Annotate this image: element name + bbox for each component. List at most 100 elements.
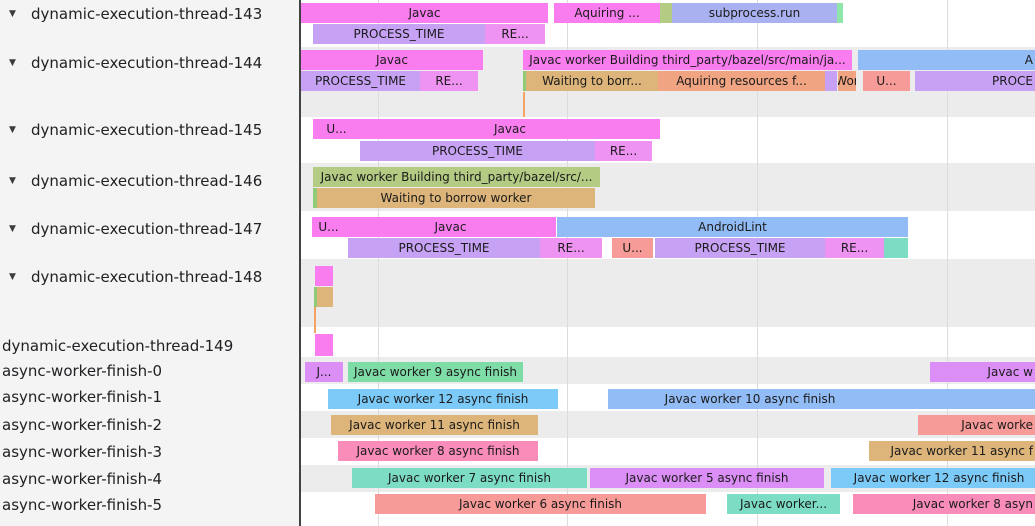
timeline-slice[interactable]: Wor	[838, 71, 856, 91]
timeline-slice[interactable]: PROCE	[915, 71, 1035, 91]
timeline-slice[interactable]: Javac worker 12 async finish	[831, 468, 1035, 488]
timeline-slice[interactable]: PROCESS_TIME	[313, 24, 485, 44]
timeline-slice[interactable]: Javac worker 11 async finish	[331, 415, 538, 435]
timeline-slice[interactable]	[314, 287, 317, 307]
timeline-slice[interactable]: subprocess.run	[672, 3, 837, 23]
slice-label: Javac worker 11 async finish	[349, 418, 520, 432]
timeline-slice[interactable]: Javac worker...	[727, 494, 840, 514]
timeline-slice[interactable]: PROCESS_TIME	[360, 141, 595, 161]
timeline-slice[interactable]: Javac worker 8 async finish	[338, 441, 538, 461]
timeline-slice[interactable]: U...	[313, 119, 360, 139]
collapse-arrow-icon[interactable]: ▼	[9, 9, 16, 19]
timeline-slice[interactable]: PROCESS_TIME	[348, 238, 540, 258]
collapse-arrow-icon[interactable]: ▼	[9, 272, 16, 282]
track-label: dynamic-execution-thread-145	[31, 121, 263, 139]
timeline-slice[interactable]	[317, 287, 333, 307]
timeline-slice[interactable]: U...	[863, 71, 910, 91]
sidebar-track-row[interactable]: async-worker-finish-0	[0, 361, 299, 381]
timeline-slice[interactable]: RE...	[485, 24, 545, 44]
sidebar-track-row[interactable]: ▼ dynamic-execution-thread-146	[0, 171, 299, 191]
timeline-slice[interactable]: Javac	[345, 217, 556, 237]
timeline-slice[interactable]: RE...	[825, 238, 884, 258]
slice-label: U...	[326, 122, 347, 136]
timeline-slice[interactable]: U...	[612, 238, 653, 258]
slice-label: RE...	[435, 74, 463, 88]
timeline-slice[interactable]: Javac worker 11 async f	[869, 441, 1035, 461]
timeline-slice[interactable]: Javac worker 9 async finish	[348, 362, 523, 382]
timeline-slice[interactable]: Aquiring ...	[554, 3, 660, 23]
collapse-arrow-icon[interactable]: ▼	[9, 224, 16, 234]
timeline-slice[interactable]: Javac worker 10 async finish	[608, 389, 1035, 409]
sidebar-track-row[interactable]: dynamic-execution-thread-149	[0, 336, 299, 356]
slice-label: AndroidLint	[698, 220, 767, 234]
timeline-slice[interactable]: Waiting to borrow worker	[317, 188, 595, 208]
timeline-slice[interactable]	[660, 3, 672, 23]
sidebar-track-row[interactable]: async-worker-finish-3	[0, 442, 299, 462]
slice-label: RE...	[501, 27, 529, 41]
timeline-slice[interactable]: Waiting to borr...	[526, 71, 658, 91]
slice-label: RE...	[557, 241, 585, 255]
timeline-slice[interactable]: Javac	[301, 3, 548, 23]
timeline-slice[interactable]: Javac worker 5 async finish	[590, 468, 824, 488]
slice-label: Javac worker 5 async finish	[625, 471, 789, 485]
slice-label: U...	[876, 74, 897, 88]
timeline-slice[interactable]: PROCESS_TIME	[655, 238, 825, 258]
timeline-slice[interactable]	[884, 238, 908, 258]
timeline-slice[interactable]	[837, 3, 843, 23]
timeline-slice[interactable]: Javac w	[930, 362, 1035, 382]
timeline-slice[interactable]: AndroidLint	[557, 217, 908, 237]
timeline-slice[interactable]: RE...	[595, 141, 652, 161]
track-label: async-worker-finish-4	[2, 470, 163, 488]
slice-label: Javac worker 9 async finish	[353, 365, 518, 379]
slice-label: Javac worke	[961, 418, 1033, 432]
timeline-slice[interactable]: Javac worker 12 async finish	[328, 389, 558, 409]
sidebar-track-row[interactable]: async-worker-finish-1	[0, 387, 299, 407]
collapse-arrow-icon[interactable]: ▼	[9, 125, 16, 135]
slice-label: Waiting to borr...	[542, 74, 642, 88]
sidebar-track-row[interactable]: async-worker-finish-4	[0, 469, 299, 489]
sidebar-track-row[interactable]: ▼ dynamic-execution-thread-147	[0, 219, 299, 239]
sidebar-track-row[interactable]: ▼ dynamic-execution-thread-145	[0, 120, 299, 140]
slice-label: Javac	[376, 53, 408, 67]
timeline-slice[interactable]: PROCESS_TIME	[301, 71, 420, 91]
timeline-slice[interactable]: RE...	[420, 71, 478, 91]
slice-label: Javac worker Building third_party/bazel/…	[529, 53, 846, 67]
timeline-slice[interactable]	[825, 71, 837, 91]
slice-label: PROCE	[992, 74, 1033, 88]
timeline-slice[interactable]	[315, 334, 333, 356]
sidebar-track-row[interactable]: ▼ dynamic-execution-thread-148	[0, 267, 299, 287]
slice-label: PROCESS_TIME	[431, 144, 524, 158]
track-label: async-worker-finish-1	[2, 388, 163, 406]
sidebar-track-row[interactable]: ▼ dynamic-execution-thread-144	[0, 53, 299, 73]
timeline-slice[interactable]: RE...	[540, 238, 602, 258]
timeline-slice[interactable]: Javac worker 7 async finish	[352, 468, 587, 488]
timeline-slice[interactable]: Javac worker Building third_party/bazel/…	[523, 50, 852, 70]
sidebar-track-row[interactable]: ▼ dynamic-execution-thread-143	[0, 4, 299, 24]
collapse-arrow-icon[interactable]: ▼	[9, 176, 16, 186]
timeline-canvas[interactable]: Javac Aquiring ... subprocess.run PROCESS_T…	[301, 0, 1035, 526]
timeline-slice[interactable]: A	[858, 50, 1035, 70]
sidebar-track-row[interactable]: async-worker-finish-2	[0, 415, 299, 435]
timeline-slice[interactable]	[315, 266, 333, 286]
event-tick[interactable]	[314, 307, 316, 333]
sidebar-track-row[interactable]: async-worker-finish-5	[0, 495, 299, 515]
timeline-slice[interactable]: Javac worker 6 async finish	[375, 494, 706, 514]
time-gridline	[757, 0, 758, 526]
slice-label: Wor	[838, 74, 856, 88]
timeline-slice[interactable]: Javac worke	[918, 415, 1035, 435]
timeline-slice[interactable]	[313, 188, 317, 208]
collapse-arrow-icon[interactable]: ▼	[9, 58, 16, 68]
timeline-slice[interactable]: Javac worker Building third_party/bazel/…	[313, 167, 600, 187]
track-label: dynamic-execution-thread-146	[31, 172, 263, 190]
timeline-slice[interactable]	[523, 71, 526, 91]
timeline-slice[interactable]: Javac	[301, 50, 483, 70]
event-tick[interactable]	[523, 92, 525, 117]
timeline-slice[interactable]: Aquiring resources f...	[658, 71, 825, 91]
time-gridline	[947, 0, 948, 526]
timeline-slice[interactable]: Javac worker 8 asyn	[853, 494, 1035, 514]
slice-label: Javac worker 8 asyn	[912, 497, 1033, 511]
timeline-slice[interactable]: U...	[312, 217, 345, 237]
timeline-slice[interactable]: J...	[305, 362, 343, 382]
timeline-slice[interactable]: Javac	[360, 119, 660, 139]
